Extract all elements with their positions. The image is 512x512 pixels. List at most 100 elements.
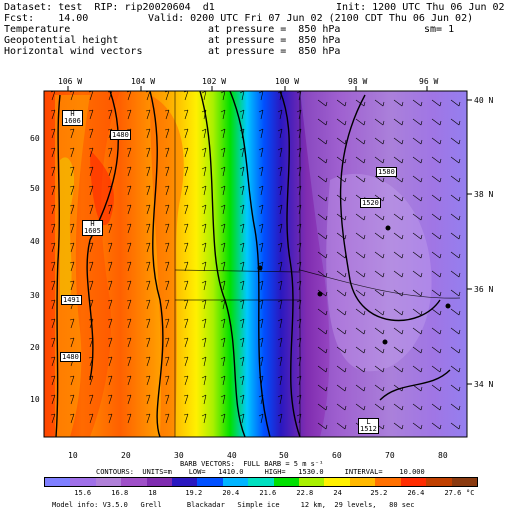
wind-barb [126,337,132,348]
wind-barb [107,242,113,253]
field-level: at pressure = 850 hPa [208,35,341,46]
rip-value: rip20020604 [124,2,191,13]
colorbar-label: 26.4 [407,489,425,497]
wind-barb [412,289,423,297]
temperature-shading [44,91,467,437]
wind-barb [258,280,264,291]
wind-barb [107,337,113,348]
wind-barb [126,147,132,158]
wind-barb [412,213,423,221]
dataset-label: Dataset: [4,2,53,13]
colorbar-label: 19.2 [185,489,203,497]
wind-barb [145,166,151,177]
wind-barb [258,318,264,329]
wind-barb [220,223,226,234]
height-label: L 1512 [358,418,379,434]
wind-barb [317,232,328,240]
wind-barb [69,147,75,158]
wind-barb [355,384,366,392]
wind-barb [164,413,170,424]
wind-barb [317,99,328,107]
wind-barb [277,109,283,120]
wind-barb [336,289,347,297]
wind-barb [412,99,423,107]
wind-barb [69,413,75,424]
wind-barb [220,261,226,272]
wind-barb [201,147,207,158]
height-contour [279,91,301,437]
wind-barb [50,299,56,310]
wind-barb [183,318,189,329]
wind-barb [450,99,461,107]
colorbar-swatch [375,478,401,486]
wind-barb [164,394,170,405]
wind-barb [183,394,189,405]
wind-barb [220,413,226,424]
city-marker [317,291,323,297]
wind-barb [374,118,385,126]
wind-barb [126,299,132,310]
wind-barb [220,166,226,177]
wind-barb [258,204,264,215]
wind-barb [239,413,245,424]
wind-barb [164,299,170,310]
wind-barb [393,137,404,145]
wind-barb [431,422,442,430]
colorbar-label: 24 [333,489,342,497]
height-label: H 1605 [82,220,103,236]
wind-barb [107,299,113,310]
wind-barb [239,242,245,253]
wind-barb [450,137,461,145]
wind-barb [336,99,347,107]
wind-barb [317,251,328,259]
wind-barb [258,242,264,253]
wind-barb [277,356,283,367]
wind-barb [450,403,461,411]
wind-barb [374,308,385,316]
wind-barb [69,337,75,348]
colorbar-label: 20.4 [222,489,240,497]
wind-barb [126,204,132,215]
init-time: Init: 1200 UTC Thu 06 Jun 02 [336,2,505,13]
y-tick: 40 [30,237,40,246]
y-tick: 60 [30,134,40,143]
x-tick: 50 [279,451,289,460]
wind-barb [126,375,132,386]
wind-barb [450,289,461,297]
wind-barb [164,280,170,291]
wind-barb [412,346,423,354]
wind-barb [258,166,264,177]
colorbar-label: 25.2 [370,489,388,497]
wind-barb [220,318,226,329]
wind-barb [239,375,245,386]
colorbar-swatch [146,478,173,486]
wind-barb [317,365,328,373]
wind-barb [336,327,347,335]
wind-barb [126,223,132,234]
wind-barb [50,223,56,234]
wind-barb [183,185,189,196]
model-info: Model info: V3.5.0 Grell Blackadar Simpl… [52,501,415,509]
colorbar-swatch [248,478,274,486]
wind-barb [450,327,461,335]
wind-barb [107,147,113,158]
wind-barb [258,413,264,424]
y-tick: 50 [30,184,40,193]
wind-barb [239,147,245,158]
wind-barb [258,128,264,139]
lon-label: 98 W [348,77,368,86]
wind-barb [145,356,151,367]
wind-barb [393,213,404,221]
wind-barb [450,156,461,164]
wind-barb [201,204,207,215]
wind-barb [107,318,113,329]
colorbar-swatch [400,478,427,486]
wind-barb [201,337,207,348]
wind-barb [336,422,347,430]
wind-barb [450,384,461,392]
wind-barb [145,261,151,272]
height-label: 1491 [61,295,82,305]
wind-barb [355,365,366,373]
plot-frame [43,90,468,438]
wind-barb [50,128,56,139]
